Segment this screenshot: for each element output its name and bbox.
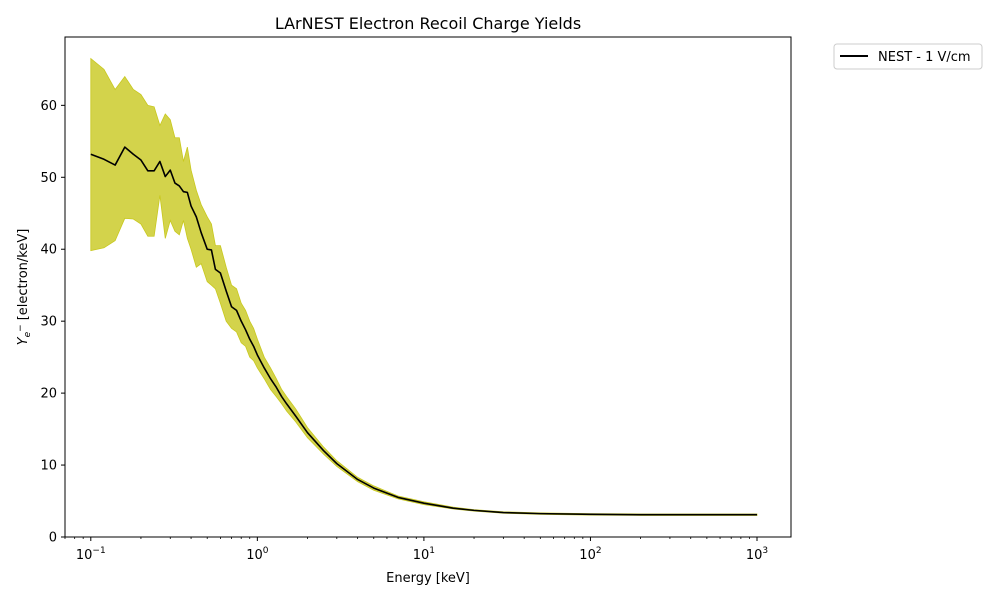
axes-frame: [64, 36, 792, 538]
x-tick-label: 103: [746, 546, 768, 563]
x-tick-label: 101: [413, 546, 435, 563]
y-tick-label: 10: [40, 459, 57, 474]
x-axis-ticks: 10−1 100 101 102 103: [64, 537, 768, 563]
line-layer: [90, 146, 757, 516]
y-tick-label: 50: [40, 171, 57, 186]
x-axis-label: Energy [keV]: [386, 571, 470, 586]
plot-area: [64, 36, 792, 538]
legend-entry-label: NEST - 1 V/cm: [878, 50, 971, 65]
x-tick-label: 102: [579, 546, 601, 563]
y-tick-label: 0: [49, 531, 57, 546]
y-axis-ticks: 0 10 20 30 40 50 60: [40, 99, 65, 546]
y-tick-label: 30: [40, 315, 57, 330]
y-axis-label-superscript: −: [16, 324, 26, 332]
y-axis-label-subscript: e: [23, 331, 33, 337]
x-tick-label: 100: [246, 546, 269, 563]
series-line-nest-1vcm: [90, 146, 757, 516]
x-tick-label: 10−1: [76, 546, 106, 563]
y-axis-label: Ye− [electron/keV]: [16, 229, 33, 346]
y-axis-label-unit: [electron/keV]: [16, 229, 31, 321]
y-tick-label: 60: [40, 99, 57, 114]
y-axis-label-symbol: Y: [16, 336, 31, 345]
y-tick-label: 40: [40, 243, 57, 258]
chart-title: LArNEST Electron Recoil Charge Yields: [275, 14, 581, 33]
legend-box: [833, 43, 983, 70]
legend: NEST - 1 V/cm: [833, 43, 983, 70]
y-tick-label: 20: [40, 387, 57, 402]
